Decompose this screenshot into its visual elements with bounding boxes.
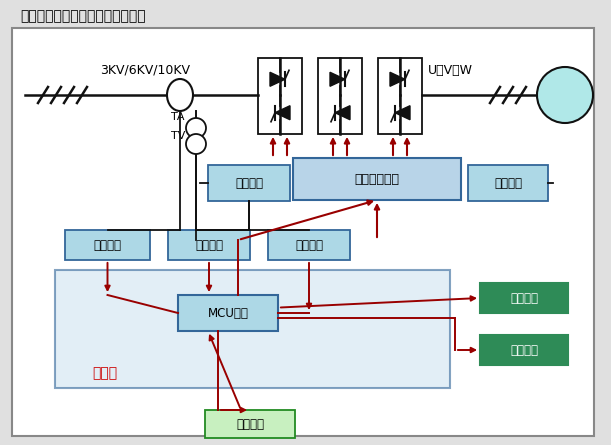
Ellipse shape — [167, 79, 193, 111]
Bar — [168, 230, 250, 260]
Text: 显示面板: 显示面板 — [236, 417, 264, 430]
Polygon shape — [330, 72, 345, 86]
Text: 高压固态软启动柜的工作原理是：: 高压固态软启动柜的工作原理是： — [20, 9, 145, 23]
Text: 控制器: 控制器 — [92, 366, 117, 380]
Bar — [55, 270, 450, 388]
Bar — [208, 165, 290, 201]
Text: 3KV/6KV/10KV: 3KV/6KV/10KV — [100, 64, 190, 77]
Polygon shape — [275, 106, 290, 120]
Text: TV: TV — [171, 131, 185, 141]
Bar — [480, 335, 568, 365]
Bar — [468, 165, 548, 201]
Text: 电机: 电机 — [557, 89, 573, 101]
Text: 开入开出: 开入开出 — [510, 291, 538, 304]
Text: 远程通讯: 远程通讯 — [510, 344, 538, 356]
Polygon shape — [395, 106, 410, 120]
Text: U、V、W: U、V、W — [428, 64, 472, 77]
Circle shape — [186, 118, 206, 138]
Bar — [205, 410, 295, 438]
Text: 均压电路: 均压电路 — [235, 177, 263, 190]
Bar — [178, 295, 278, 331]
Bar — [293, 158, 461, 200]
Text: 同步检测: 同步检测 — [195, 239, 223, 251]
Bar — [65, 230, 150, 260]
Text: 阻容电路: 阻容电路 — [494, 177, 522, 190]
Circle shape — [186, 134, 206, 154]
Bar — [378, 58, 422, 134]
Circle shape — [537, 67, 593, 123]
Polygon shape — [335, 106, 350, 120]
Bar — [268, 230, 350, 260]
Text: 光纤隔离驱动: 光纤隔离驱动 — [354, 173, 400, 186]
Polygon shape — [270, 72, 285, 86]
Bar — [258, 58, 302, 134]
Bar — [480, 283, 568, 313]
Text: TA: TA — [171, 112, 185, 122]
Text: 电压测量: 电压测量 — [295, 239, 323, 251]
Text: 电流测量: 电流测量 — [93, 239, 122, 251]
Text: MCU控制: MCU控制 — [208, 307, 249, 320]
Bar — [318, 58, 362, 134]
Polygon shape — [390, 72, 405, 86]
